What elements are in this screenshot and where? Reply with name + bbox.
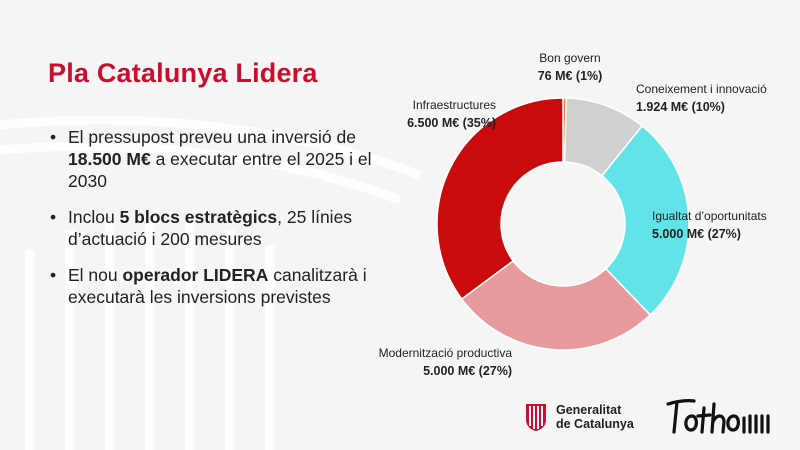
label-coneixement-name: Coneixement i innovació (636, 82, 767, 96)
gencat-line2: de Catalunya (556, 417, 634, 431)
bullet-item: Inclou 5 blocs estratègics, 25 línies d’… (46, 206, 376, 250)
bullet-list: El pressupost preveu una inversió de 18.… (46, 126, 376, 322)
label-infraestructures-value: 6.500 M€ (35%) (407, 116, 496, 130)
gencat-line1: Generalitat (556, 403, 622, 417)
generalitat-logo: Generalitat de Catalunya (524, 402, 634, 432)
label-modernitzacio-value: 5.000 M€ (27%) (423, 364, 512, 378)
tothom-logo (666, 399, 770, 434)
label-bon-govern-name: Bon govern (539, 51, 600, 65)
label-infraestructures-name: Infraestructures (413, 98, 496, 112)
label-coneixement-value: 1.924 M€ (10%) (636, 100, 725, 114)
senyera-icon (526, 404, 546, 431)
label-bon-govern-value: 76 M€ (1%) (538, 69, 603, 83)
label-igualtat-value: 5.000 M€ (27%) (652, 227, 741, 241)
slice-modernitzacio (460, 259, 652, 351)
slice-infraestructures (436, 97, 564, 300)
page-title: Pla Catalunya Lidera (48, 58, 318, 88)
bullet-item: El nou operador LIDERA canalitzarà i exe… (46, 264, 376, 308)
slice-igualtat (600, 124, 690, 317)
label-modernitzacio-name: Modernització productiva (379, 346, 513, 360)
label-igualtat-name: Igualtat d’oportunitats (652, 209, 767, 223)
bullet-item: El pressupost preveu una inversió de 18.… (46, 126, 376, 192)
